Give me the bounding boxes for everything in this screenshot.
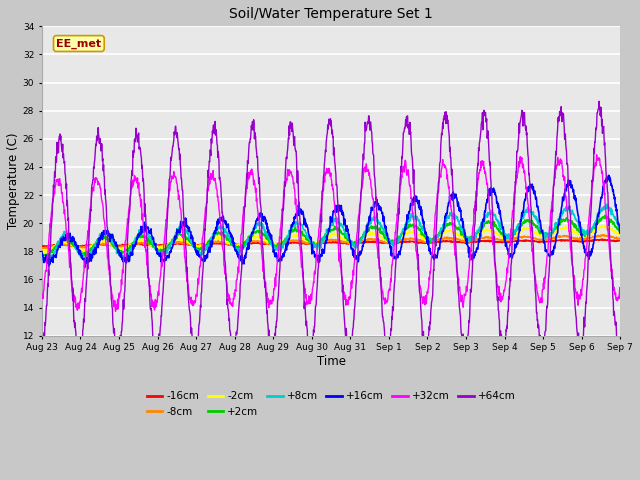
-2cm: [38, 250, 45, 255]
Legend: -16cm, -8cm, -2cm, +2cm, +8cm, +16cm, +32cm, +64cm: -16cm, -8cm, -2cm, +2cm, +8cm, +16cm, +3…: [143, 387, 520, 421]
Line: +64cm: +64cm: [42, 101, 620, 357]
+64cm: [595, 98, 603, 104]
+64cm: [284, 146, 291, 152]
+32cm: [83, 240, 90, 245]
+8cm: [41, 260, 49, 265]
+16cm: [81, 264, 88, 270]
+8cm: [603, 201, 611, 207]
-2cm: [367, 231, 375, 237]
+32cm: [593, 152, 600, 158]
Line: -8cm: -8cm: [42, 235, 620, 249]
-2cm: [616, 232, 624, 238]
+2cm: [367, 225, 375, 230]
+2cm: [38, 252, 45, 258]
+2cm: [601, 213, 609, 218]
+16cm: [83, 255, 91, 261]
+16cm: [367, 204, 375, 210]
-16cm: [598, 236, 606, 242]
+64cm: [83, 276, 90, 282]
+2cm: [284, 233, 291, 239]
-2cm: [602, 223, 609, 228]
+32cm: [616, 286, 624, 291]
-2cm: [106, 241, 114, 247]
Text: EE_met: EE_met: [56, 38, 102, 48]
-16cm: [306, 241, 314, 247]
-16cm: [616, 238, 624, 244]
+8cm: [38, 256, 45, 262]
-8cm: [306, 241, 314, 247]
+16cm: [296, 210, 303, 216]
+16cm: [38, 249, 45, 254]
+64cm: [152, 354, 160, 360]
-16cm: [367, 239, 375, 244]
+16cm: [616, 229, 624, 235]
Line: +8cm: +8cm: [42, 204, 620, 263]
-8cm: [616, 236, 624, 241]
+8cm: [296, 220, 303, 226]
+2cm: [296, 229, 303, 235]
-2cm: [306, 239, 314, 245]
+16cm: [284, 239, 291, 244]
+2cm: [83, 253, 91, 259]
Line: +2cm: +2cm: [42, 216, 620, 256]
X-axis label: Time: Time: [317, 355, 346, 368]
Line: -2cm: -2cm: [42, 226, 620, 252]
+32cm: [367, 186, 375, 192]
+8cm: [616, 225, 624, 231]
-8cm: [83, 244, 91, 250]
+32cm: [112, 308, 120, 314]
-8cm: [284, 238, 291, 244]
-8cm: [296, 239, 303, 244]
-8cm: [107, 242, 115, 248]
+64cm: [296, 211, 303, 216]
-16cm: [43, 244, 51, 250]
+8cm: [107, 233, 115, 239]
-8cm: [38, 245, 45, 251]
+8cm: [284, 235, 291, 241]
+2cm: [42, 253, 49, 259]
-16cm: [38, 243, 45, 249]
Line: -16cm: -16cm: [42, 239, 620, 247]
-2cm: [284, 236, 291, 242]
Title: Soil/Water Temperature Set 1: Soil/Water Temperature Set 1: [229, 7, 433, 21]
+32cm: [38, 295, 45, 300]
+64cm: [367, 128, 375, 134]
+16cm: [107, 233, 115, 239]
-2cm: [83, 246, 90, 252]
+2cm: [107, 238, 115, 244]
+32cm: [106, 279, 114, 285]
+2cm: [306, 240, 314, 245]
+8cm: [367, 218, 375, 224]
+64cm: [106, 274, 114, 279]
+64cm: [306, 342, 314, 348]
+32cm: [306, 301, 314, 307]
Line: +32cm: +32cm: [42, 155, 620, 311]
+8cm: [83, 257, 91, 263]
+8cm: [306, 240, 314, 245]
-16cm: [284, 240, 291, 246]
+64cm: [38, 338, 45, 344]
-16cm: [107, 242, 115, 248]
+2cm: [616, 229, 624, 235]
+16cm: [306, 234, 314, 240]
-2cm: [295, 233, 303, 239]
-8cm: [367, 236, 375, 241]
+32cm: [284, 167, 291, 172]
Line: +16cm: +16cm: [42, 175, 620, 267]
Y-axis label: Temperature (C): Temperature (C): [7, 133, 20, 229]
-8cm: [600, 232, 607, 238]
+32cm: [296, 242, 303, 248]
+64cm: [616, 346, 624, 351]
-16cm: [83, 243, 91, 249]
-16cm: [296, 241, 303, 247]
-8cm: [43, 246, 51, 252]
+16cm: [605, 172, 612, 178]
